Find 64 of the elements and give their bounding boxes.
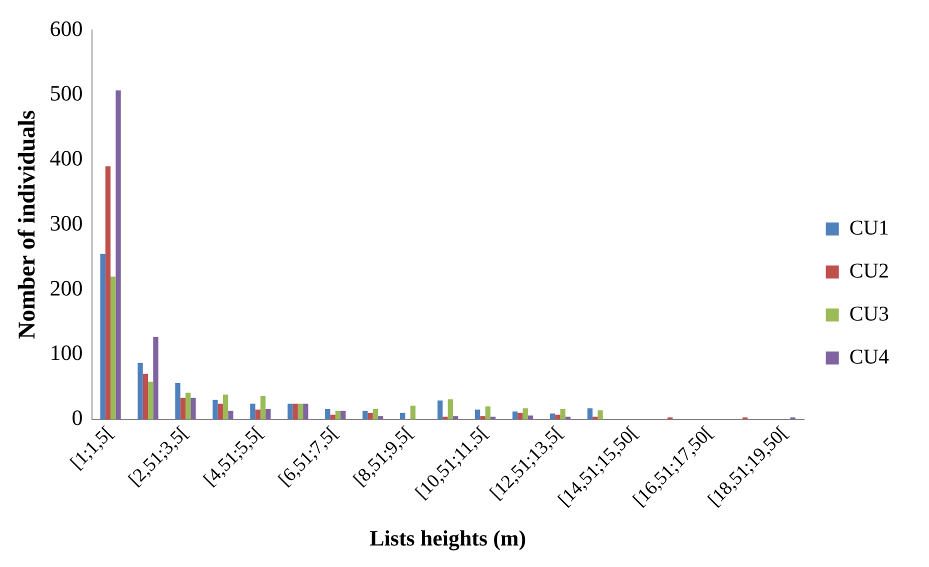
bar xyxy=(116,90,121,420)
bar xyxy=(153,336,158,420)
bar xyxy=(228,410,234,420)
bar xyxy=(448,399,453,420)
bar xyxy=(442,416,448,420)
bar xyxy=(438,400,443,420)
legend-label: CU4 xyxy=(849,344,890,369)
bar xyxy=(292,404,298,420)
bar xyxy=(180,398,186,420)
bar xyxy=(148,382,154,420)
bar xyxy=(512,412,518,420)
y-axis-title: Nomber of individuals xyxy=(14,110,41,340)
bar xyxy=(260,396,266,420)
bar xyxy=(372,408,378,420)
y-tick-label: 600 xyxy=(50,16,83,41)
bar xyxy=(138,362,143,420)
bar xyxy=(560,408,566,420)
bar xyxy=(330,414,336,420)
bar xyxy=(368,412,373,420)
bar xyxy=(378,416,384,420)
bar xyxy=(325,408,330,420)
bar xyxy=(518,412,523,420)
bar xyxy=(452,416,458,420)
legend-label: CU3 xyxy=(849,302,890,326)
bar xyxy=(266,408,271,420)
bar xyxy=(565,416,571,420)
bar xyxy=(480,416,486,420)
bar xyxy=(222,394,228,420)
y-tick-label: 0 xyxy=(72,405,83,430)
y-tick-label: 500 xyxy=(50,80,83,106)
bar xyxy=(522,408,528,420)
bar xyxy=(550,414,556,420)
legend-label: CU2 xyxy=(849,258,890,283)
bar xyxy=(598,410,603,420)
bar xyxy=(142,374,148,420)
bar xyxy=(485,406,490,420)
bar xyxy=(250,404,256,420)
legend-label: CU1 xyxy=(849,216,890,240)
bar xyxy=(218,404,223,420)
bar xyxy=(175,383,180,420)
bar xyxy=(298,404,304,420)
y-tick-label: 300 xyxy=(50,210,83,236)
bar xyxy=(212,400,218,420)
bar xyxy=(303,404,308,420)
bar xyxy=(400,412,406,420)
bar xyxy=(105,166,111,420)
bar xyxy=(340,410,346,420)
y-tick-label: 100 xyxy=(50,340,83,366)
bar xyxy=(100,254,106,420)
bar xyxy=(190,398,196,420)
bar xyxy=(474,410,480,420)
bar xyxy=(185,392,191,420)
bar xyxy=(362,410,368,420)
bar xyxy=(587,408,593,420)
bar xyxy=(490,416,496,420)
y-tick-label: 400 xyxy=(50,146,83,171)
bar xyxy=(288,404,293,420)
bar xyxy=(335,410,341,420)
bar xyxy=(592,416,598,420)
bar xyxy=(255,410,260,420)
bar xyxy=(410,406,416,420)
bar xyxy=(110,276,116,420)
y-tick-label: 200 xyxy=(50,275,83,300)
x-axis-title: Lists heights (m) xyxy=(370,525,526,550)
